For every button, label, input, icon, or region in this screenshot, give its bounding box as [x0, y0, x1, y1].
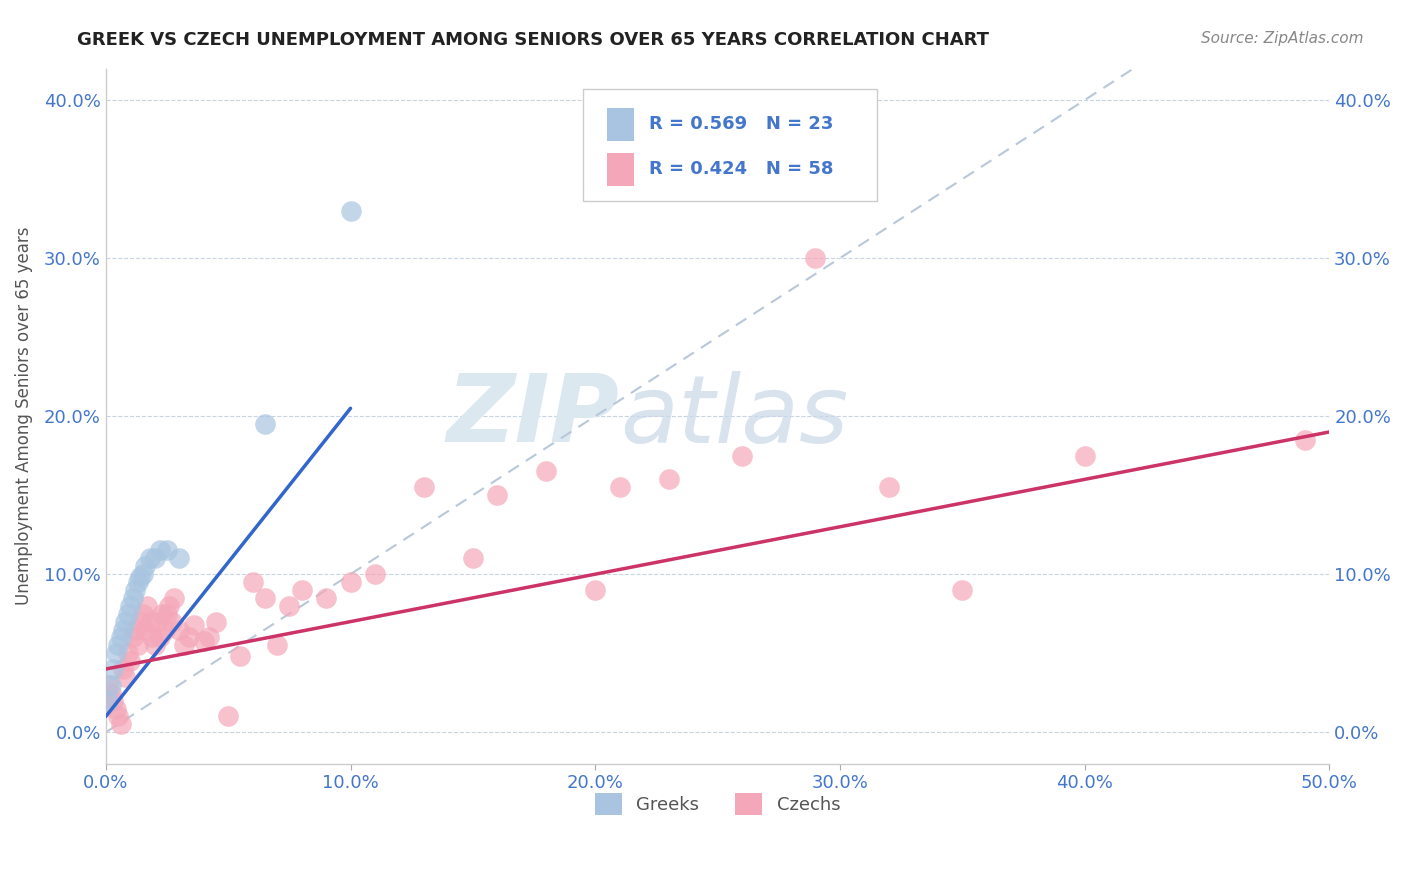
- Point: [229, 649, 252, 664]
- Y-axis label: Unemployment Among Seniors over 65 years: Unemployment Among Seniors over 65 years: [15, 227, 32, 606]
- Point: [134, 623, 156, 637]
- Point: [242, 575, 264, 590]
- FancyBboxPatch shape: [583, 89, 876, 201]
- Point: [97, 693, 120, 707]
- Point: [364, 567, 387, 582]
- Point: [183, 617, 205, 632]
- Point: [150, 607, 173, 621]
- Point: [104, 646, 127, 660]
- Point: [104, 701, 127, 715]
- Point: [136, 599, 159, 613]
- Point: [103, 693, 125, 707]
- Point: [146, 615, 169, 629]
- Point: [339, 203, 361, 218]
- Point: [205, 615, 228, 629]
- Point: [315, 591, 337, 605]
- Point: [193, 633, 215, 648]
- Point: [583, 582, 606, 597]
- Point: [131, 607, 153, 621]
- Point: [124, 623, 146, 637]
- Point: [877, 480, 900, 494]
- Point: [129, 615, 152, 629]
- Point: [167, 551, 190, 566]
- Point: [731, 449, 754, 463]
- Point: [120, 599, 142, 613]
- Point: [536, 465, 558, 479]
- Point: [159, 599, 181, 613]
- Point: [129, 570, 152, 584]
- Point: [197, 631, 219, 645]
- Point: [153, 623, 176, 637]
- Point: [120, 654, 142, 668]
- Point: [143, 551, 166, 566]
- Point: [609, 480, 631, 494]
- Point: [97, 678, 120, 692]
- Point: [111, 623, 134, 637]
- Point: [149, 543, 172, 558]
- Point: [160, 615, 183, 629]
- Point: [114, 670, 136, 684]
- Point: [107, 638, 129, 652]
- FancyBboxPatch shape: [607, 153, 634, 186]
- Legend: Greeks, Czechs: Greeks, Czechs: [586, 784, 849, 824]
- Point: [278, 599, 301, 613]
- Point: [413, 480, 436, 494]
- Point: [156, 543, 179, 558]
- Point: [139, 551, 162, 566]
- Point: [127, 575, 149, 590]
- Point: [339, 575, 361, 590]
- Point: [253, 417, 276, 431]
- Point: [143, 638, 166, 652]
- Point: [110, 717, 132, 731]
- Point: [253, 591, 276, 605]
- Point: [121, 591, 143, 605]
- Point: [804, 251, 827, 265]
- Point: [461, 551, 484, 566]
- Point: [131, 567, 153, 582]
- Point: [127, 638, 149, 652]
- Point: [139, 615, 162, 629]
- Point: [173, 638, 195, 652]
- Point: [177, 631, 200, 645]
- Point: [1073, 449, 1095, 463]
- Point: [141, 631, 163, 645]
- Point: [1294, 433, 1316, 447]
- Point: [100, 686, 122, 700]
- Point: [658, 472, 681, 486]
- Point: [217, 709, 239, 723]
- Point: [117, 646, 139, 660]
- Point: [117, 607, 139, 621]
- Text: atlas: atlas: [620, 371, 848, 462]
- FancyBboxPatch shape: [607, 108, 634, 141]
- Text: R = 0.424   N = 58: R = 0.424 N = 58: [650, 161, 834, 178]
- Point: [121, 631, 143, 645]
- Point: [486, 488, 509, 502]
- Point: [291, 582, 314, 597]
- Text: GREEK VS CZECH UNEMPLOYMENT AMONG SENIORS OVER 65 YEARS CORRELATION CHART: GREEK VS CZECH UNEMPLOYMENT AMONG SENIOR…: [77, 31, 990, 49]
- Point: [156, 607, 179, 621]
- Text: ZIP: ZIP: [447, 370, 620, 462]
- Point: [111, 662, 134, 676]
- Text: R = 0.569   N = 23: R = 0.569 N = 23: [650, 115, 834, 134]
- Point: [107, 709, 129, 723]
- Point: [124, 582, 146, 597]
- Point: [266, 638, 288, 652]
- Point: [103, 662, 125, 676]
- Point: [134, 559, 156, 574]
- Point: [167, 623, 190, 637]
- Point: [950, 582, 973, 597]
- Point: [114, 615, 136, 629]
- Point: [163, 591, 186, 605]
- Point: [149, 631, 172, 645]
- Text: Source: ZipAtlas.com: Source: ZipAtlas.com: [1201, 31, 1364, 46]
- Point: [110, 631, 132, 645]
- Point: [100, 678, 122, 692]
